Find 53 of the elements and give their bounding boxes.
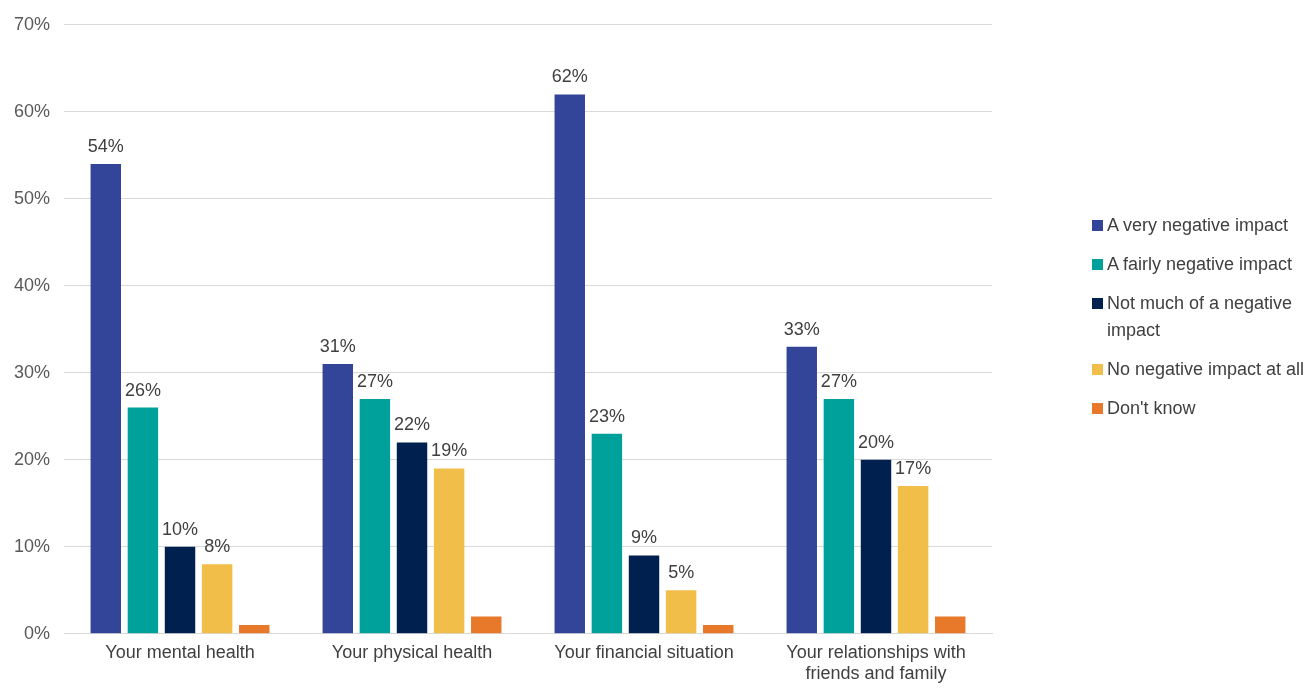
y-tick-label: 50% bbox=[14, 187, 51, 208]
data-label: 10% bbox=[162, 518, 199, 539]
bar bbox=[554, 94, 585, 634]
data-label: 22% bbox=[394, 414, 431, 435]
data-label: 23% bbox=[588, 405, 625, 426]
data-label: 27% bbox=[820, 370, 857, 391]
data-label: 8% bbox=[204, 536, 231, 557]
legend-label: A very negative impact bbox=[1107, 214, 1289, 237]
bar bbox=[823, 398, 855, 634]
y-tick-label: 40% bbox=[14, 274, 51, 295]
bar bbox=[201, 564, 233, 634]
bar bbox=[591, 433, 623, 634]
bar bbox=[703, 625, 734, 634]
bar bbox=[359, 398, 391, 634]
data-label: 62% bbox=[551, 66, 588, 87]
y-tick-label: 70% bbox=[14, 13, 51, 34]
bar bbox=[665, 590, 697, 634]
bar bbox=[164, 546, 196, 634]
bar bbox=[322, 364, 353, 634]
legend-label: Don't know bbox=[1107, 397, 1196, 420]
data-label: 54% bbox=[87, 135, 124, 156]
y-tick-label: 10% bbox=[14, 535, 51, 556]
y-tick-label: 0% bbox=[24, 622, 51, 643]
bar bbox=[897, 485, 929, 634]
y-tick-label: 30% bbox=[14, 361, 51, 382]
bar bbox=[127, 407, 159, 634]
bar bbox=[239, 625, 270, 634]
bar bbox=[935, 616, 966, 634]
bar bbox=[628, 555, 660, 634]
x-tick-label: Your relationships with friends and family bbox=[786, 641, 966, 684]
y-tick-label: 20% bbox=[14, 448, 51, 469]
bar bbox=[396, 442, 428, 634]
data-label: 5% bbox=[668, 562, 695, 583]
x-tick-label: Your financial situation bbox=[554, 641, 734, 662]
legend-label: No negative impact at all bbox=[1107, 358, 1305, 381]
x-tick-label: Your mental health bbox=[105, 641, 255, 662]
data-label: 20% bbox=[857, 431, 895, 452]
data-label: 9% bbox=[631, 527, 658, 548]
bar bbox=[90, 164, 121, 634]
data-label: 33% bbox=[783, 318, 820, 339]
data-label: 31% bbox=[319, 336, 356, 357]
data-label: 26% bbox=[124, 379, 161, 400]
y-tick-label: 60% bbox=[14, 100, 51, 121]
bar bbox=[433, 468, 465, 634]
x-tick-label: Your physical health bbox=[331, 641, 493, 662]
legend-label: A fairly negative impact bbox=[1107, 253, 1293, 276]
data-label: 17% bbox=[895, 457, 932, 478]
data-label: 19% bbox=[431, 440, 468, 461]
data-label: 27% bbox=[356, 370, 393, 391]
bar bbox=[860, 459, 892, 634]
bar bbox=[786, 346, 817, 634]
legend-label: Not much of a negative impact bbox=[1107, 292, 1294, 342]
bar bbox=[471, 616, 502, 634]
